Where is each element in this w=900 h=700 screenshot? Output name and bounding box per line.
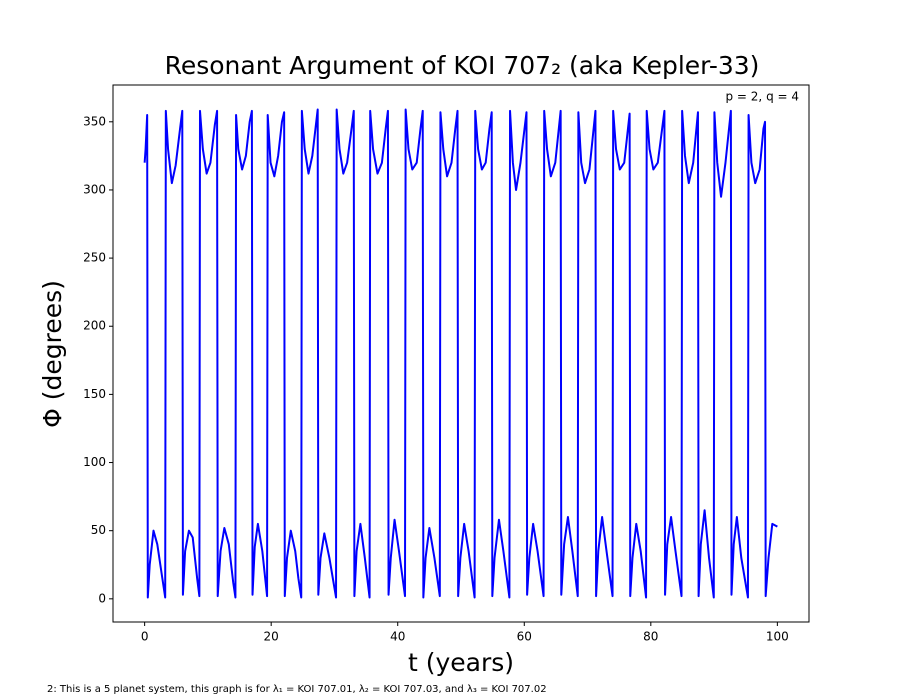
x-tick-label: 0 [141,630,149,644]
x-tick-label: 80 [643,630,658,644]
y-tick-label: 150 [83,387,106,401]
x-tick-label: 100 [766,630,789,644]
plot-frame [112,84,810,623]
x-tick-label: 20 [264,630,279,644]
annotation: p = 2, q = 4 [726,90,800,104]
y-tick-label: 300 [83,182,106,196]
y-tick-label: 350 [83,114,106,128]
x-axis-label: t (years) [408,648,514,677]
data-line [143,108,778,599]
x-tick-label: 60 [517,630,532,644]
footnote: 2: This is a 5 planet system, this graph… [47,684,547,695]
y-tick-label: 50 [91,523,106,537]
chart-title: Resonant Argument of KOI 707₂ (aka Keple… [165,51,760,80]
y-tick-label: 0 [98,591,106,605]
x-tick-label: 40 [390,630,405,644]
y-tick-label: 200 [83,319,106,333]
y-tick-label: 250 [83,251,106,265]
y-axis-label: Φ (degrees) [38,280,67,428]
y-tick-label: 100 [83,455,106,469]
